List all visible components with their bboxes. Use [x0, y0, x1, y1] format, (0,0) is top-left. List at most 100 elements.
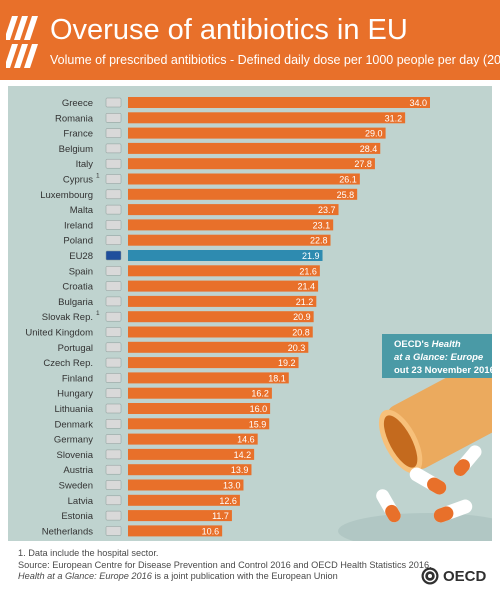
value-label: 21.2 [296, 297, 314, 307]
category-label: Finland [62, 373, 93, 384]
bar [128, 403, 271, 414]
header-banner: Overuse of antibiotics in EU Volume of p… [0, 0, 500, 80]
bar [128, 311, 314, 323]
country-flag-icon [105, 434, 122, 444]
bar [128, 142, 381, 154]
category-label: Denmark [54, 419, 93, 430]
bar [128, 112, 406, 124]
bar [128, 510, 232, 522]
bar [128, 188, 358, 200]
chart-panel: Greece 34.0 Romania 31.2 France 29.0 Belgium 28… [8, 86, 492, 541]
footnote-mark: 1 [96, 173, 100, 180]
country-flag-icon [105, 204, 122, 215]
value-label: 23.1 [313, 220, 331, 230]
category-label: Latvia [68, 496, 94, 507]
value-label: 16.2 [251, 389, 269, 399]
category-label: Estonia [61, 511, 93, 522]
category-label: Slovenia [57, 450, 94, 461]
category-label: Croatia [62, 282, 93, 293]
value-label: 13.0 [223, 481, 241, 491]
country-flag-icon [105, 464, 122, 475]
bar [128, 97, 430, 108]
footnote-mark: 1 [96, 310, 100, 317]
country-flag-icon [105, 113, 122, 123]
country-flag-icon [105, 143, 122, 154]
category-label: Greece [62, 98, 93, 109]
category-label: Romania [55, 113, 94, 124]
country-flag-icon [105, 403, 122, 414]
category-label: Sweden [59, 481, 93, 492]
bar [128, 219, 334, 231]
bar [128, 479, 244, 491]
publication-title: Health at a Glance: Europe 2016 [18, 571, 152, 581]
value-label: 34.0 [409, 98, 427, 108]
value-label: 18.1 [268, 373, 286, 383]
category-label: Netherlands [42, 526, 93, 537]
country-flag-icon [105, 296, 122, 307]
country-flag-icon [105, 327, 122, 337]
category-label: Malta [70, 205, 94, 216]
bar [128, 326, 313, 338]
callout-line3: out 23 November 2016 [394, 365, 492, 376]
category-label: Lithuania [54, 404, 93, 415]
country-flag-icon [105, 311, 122, 322]
country-flag-icon [105, 281, 122, 291]
bar [128, 127, 386, 139]
callout-line1-em: Health [431, 339, 461, 350]
bar [128, 204, 339, 216]
country-flag-icon [105, 250, 122, 261]
value-label: 12.6 [219, 496, 237, 506]
country-flag-icon [105, 342, 122, 353]
value-label: 21.4 [298, 282, 316, 292]
country-flag-icon [105, 480, 122, 490]
bar [128, 448, 255, 460]
page-title: Overuse of antibiotics in EU [50, 14, 408, 46]
category-label: United Kingdom [25, 328, 93, 339]
footer-notes: 1. Data include the hospital sector. Sou… [18, 548, 438, 583]
category-label: Portugal [58, 343, 93, 354]
value-label: 31.2 [385, 113, 403, 123]
category-label: France [63, 129, 93, 140]
value-label: 13.9 [231, 465, 249, 475]
value-label: 19.2 [278, 358, 296, 368]
publication-rest: is a joint publication with the European… [151, 571, 338, 581]
value-label: 11.7 [212, 511, 229, 521]
category-label: Italy [76, 159, 94, 170]
bar [128, 525, 223, 537]
oecd-logo-icon [421, 567, 439, 585]
bar [128, 372, 289, 384]
country-flag-icon [105, 526, 122, 536]
source-note: Source: European Centre for Disease Prev… [18, 559, 432, 570]
category-label: Slovak Rep. [42, 312, 93, 323]
bar [128, 494, 240, 506]
value-label: 20.3 [288, 343, 306, 353]
country-flag-icon [105, 174, 122, 184]
country-flag-icon [105, 495, 122, 506]
bar-chart: Greece 34.0 Romania 31.2 France 29.0 Belgium 28… [25, 97, 492, 541]
value-label: 20.9 [293, 312, 311, 322]
bar [128, 464, 252, 476]
value-label: 25.8 [337, 190, 355, 200]
footnote: 1. Data include the hospital sector. [18, 548, 159, 558]
category-label: Germany [54, 435, 93, 446]
value-label: 10.6 [202, 526, 220, 536]
value-label: 21.6 [299, 266, 317, 276]
pill-bottle-illustration [338, 357, 492, 541]
country-flag-icon [105, 158, 122, 169]
category-label: Belgium [59, 144, 93, 155]
category-label: EU28 [69, 251, 93, 262]
value-label: 14.6 [237, 435, 255, 445]
oecd-logo-text: OECD [443, 568, 487, 585]
category-label: Austria [63, 465, 93, 476]
country-flag-icon [105, 189, 122, 200]
country-flag-icon [105, 128, 122, 138]
publication-callout: OECD's Health at a Glance: Europe out 23… [382, 334, 492, 378]
country-flag-icon [105, 220, 122, 230]
bar [128, 295, 317, 307]
value-label: 26.1 [339, 175, 357, 185]
country-flag-icon [105, 388, 122, 398]
value-label: 22.8 [310, 236, 328, 246]
country-flag-icon [105, 510, 122, 521]
bar [128, 418, 270, 430]
bar [128, 387, 272, 399]
